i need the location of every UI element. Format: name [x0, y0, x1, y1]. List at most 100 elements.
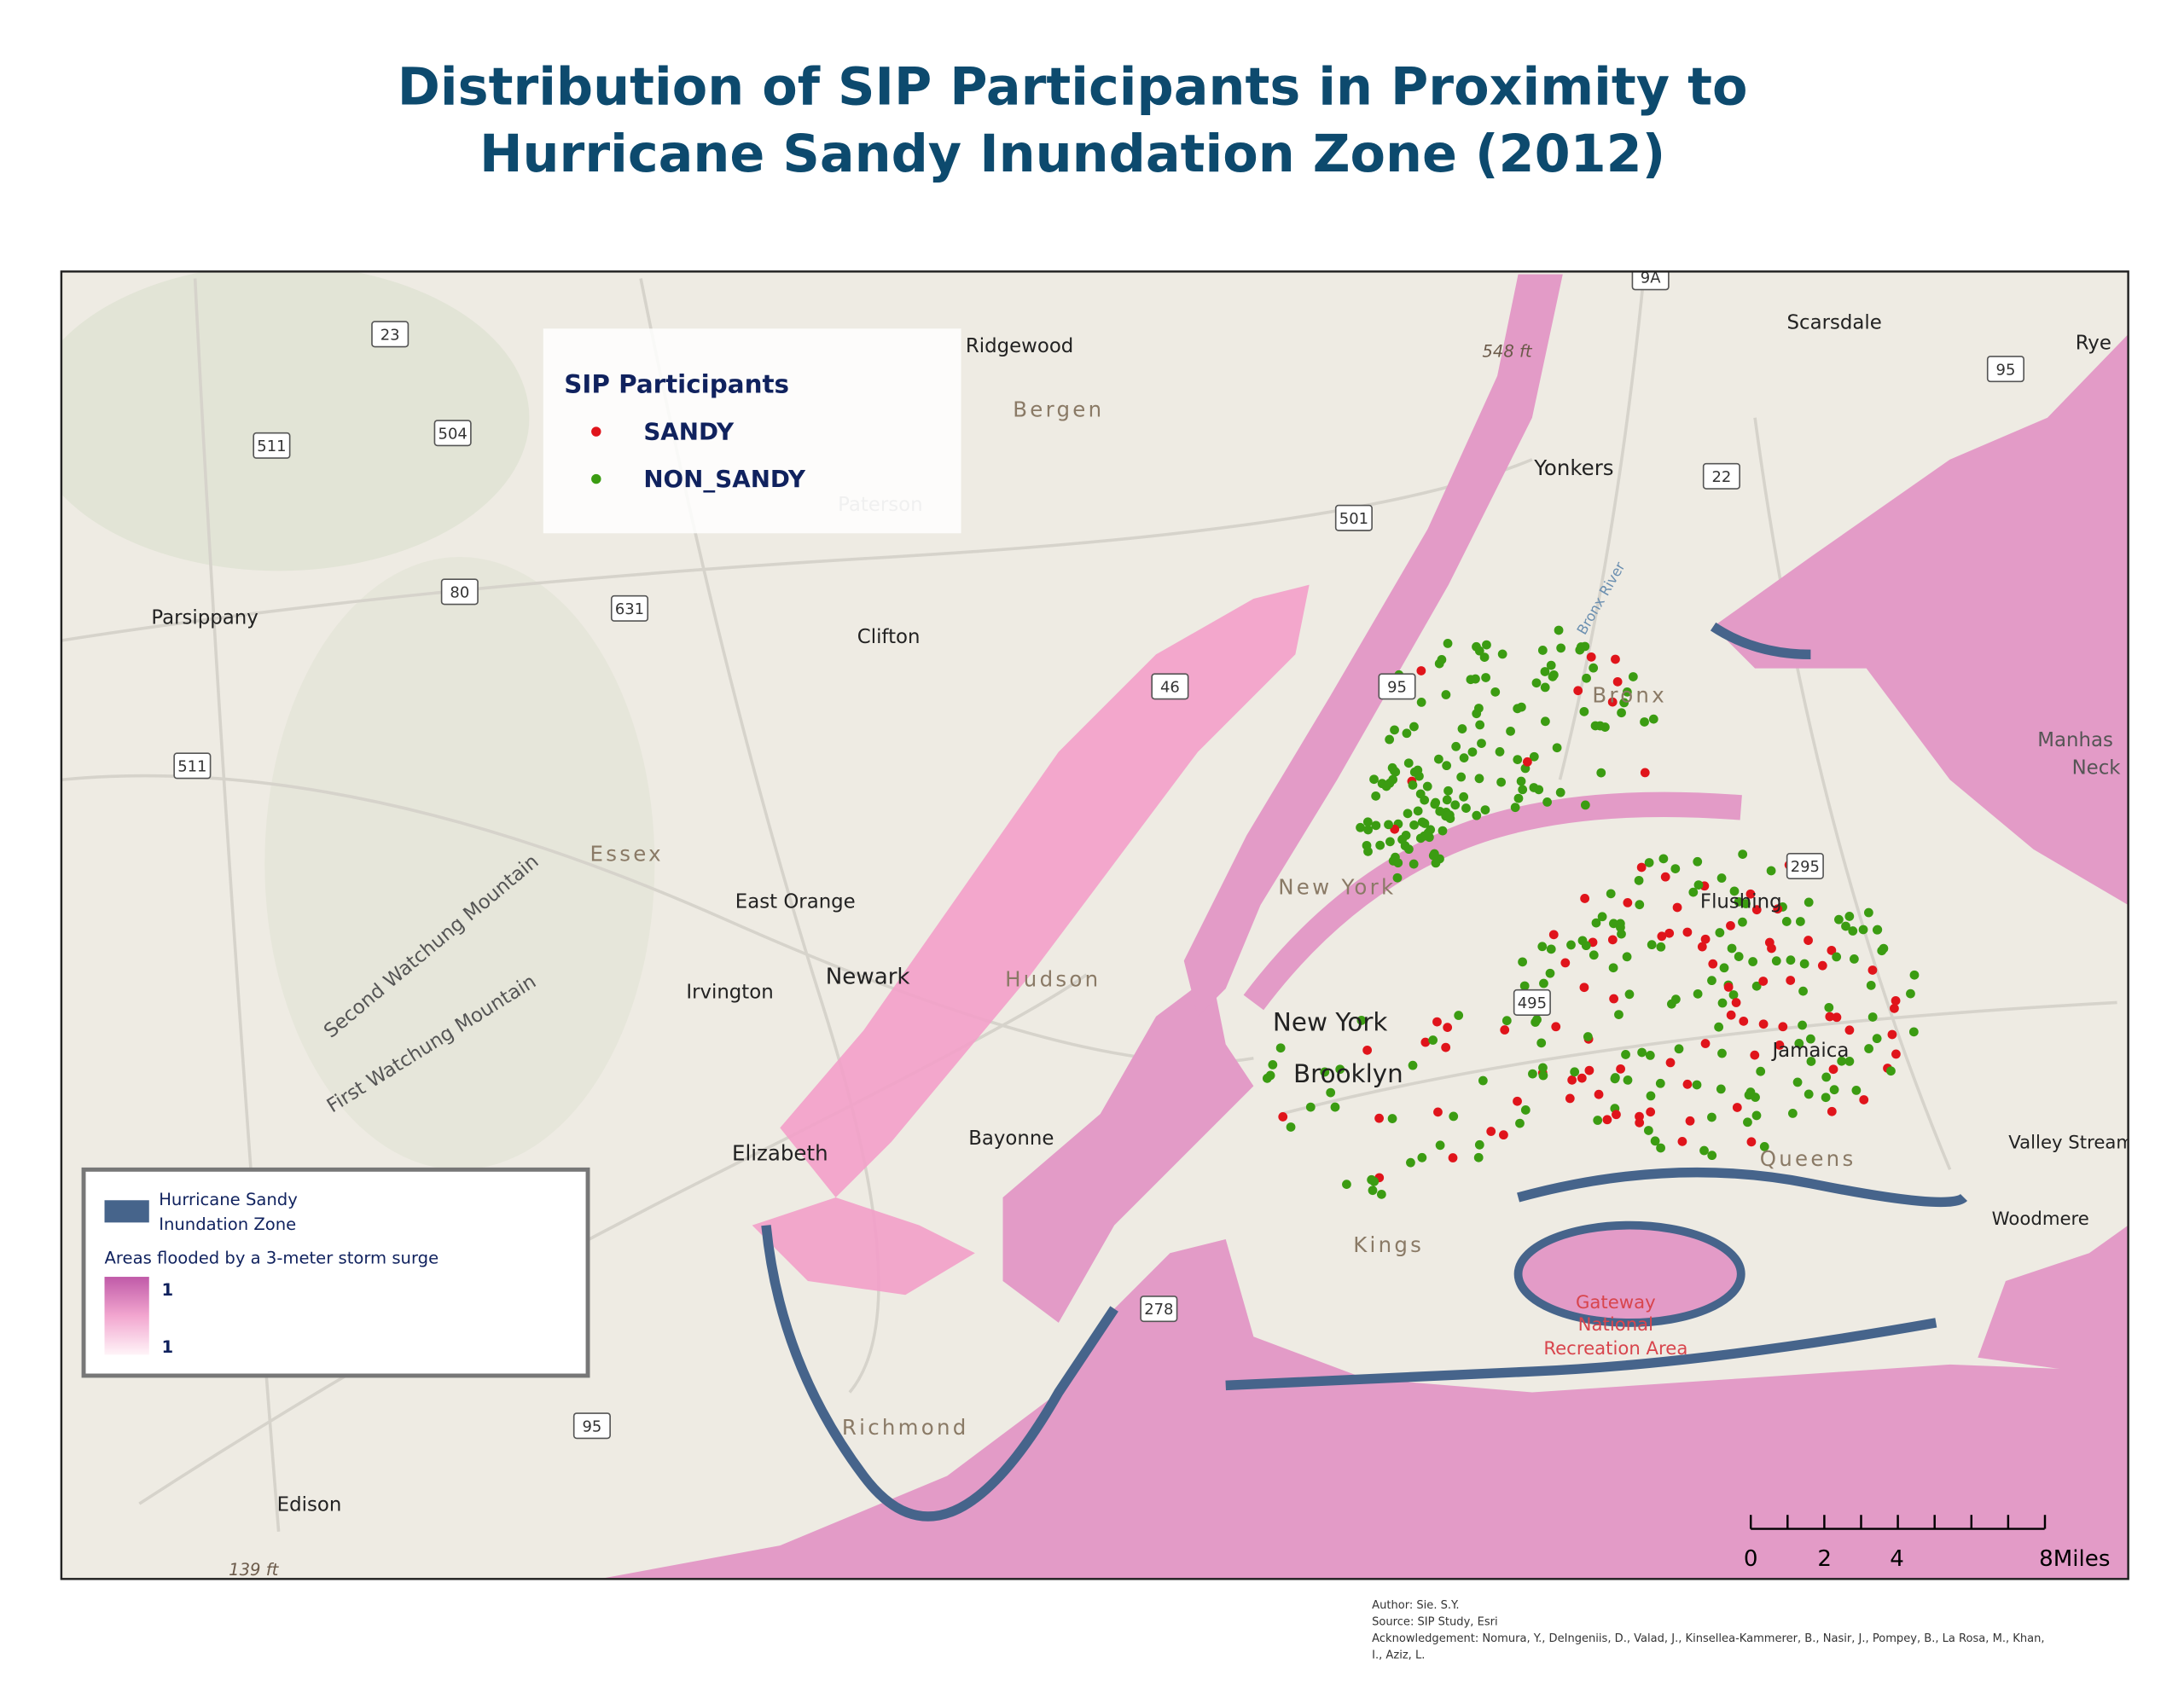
participant-dot [1832, 952, 1842, 962]
participant-dot [1362, 817, 1373, 827]
participant-dot [1342, 1180, 1351, 1190]
participant-dot [1685, 1116, 1695, 1126]
map-body: RidgewoodBergenPatersonYonkersScarsdaleR… [61, 270, 2129, 1579]
participant-dot [1600, 722, 1610, 732]
participant-dot [1837, 1056, 1847, 1066]
route-label: 23 [380, 326, 400, 344]
participant-dot [1859, 1095, 1869, 1104]
participant-dot [1804, 897, 1814, 907]
participant-dot [1362, 1045, 1373, 1055]
participant-dot [1431, 797, 1441, 808]
participant-dot [1363, 825, 1374, 835]
east-river [1243, 791, 1742, 1011]
participant-dot [1589, 950, 1599, 960]
participant-dot [1734, 896, 1744, 907]
participant-dot [1841, 921, 1850, 931]
participant-dot [1602, 1115, 1612, 1125]
elevation-label: 548 ft [1482, 342, 1532, 362]
participant-dot [1552, 743, 1562, 753]
participant-dot [1635, 1111, 1644, 1122]
ramp-label: 1 [161, 1337, 173, 1357]
participant-dot [1443, 786, 1453, 796]
participant-dot [1798, 986, 1808, 996]
participant-dot [1589, 663, 1599, 673]
route-label: 495 [1518, 994, 1547, 1012]
place-label: Neck [2072, 757, 2122, 780]
place-label: Bronx [1592, 682, 1667, 707]
inundation [1710, 622, 1811, 660]
place-label: New York [1273, 1007, 1388, 1036]
participant-dot [1531, 678, 1542, 688]
route-label: 9A [1641, 270, 1661, 287]
participant-dot [1636, 862, 1647, 872]
participant-dot [1795, 917, 1805, 926]
participant-dot [1834, 914, 1844, 925]
participant-dot [1647, 940, 1657, 950]
participant-dot [1758, 1019, 1769, 1029]
participant-dot [1566, 940, 1576, 950]
road [1281, 1000, 2117, 1116]
participant-dot [1887, 1029, 1897, 1040]
legend-title: SIP Participants [564, 370, 789, 399]
map-frame [60, 270, 2129, 1580]
scale-bar [1749, 1515, 2047, 1530]
participant-dot [1532, 1015, 1542, 1024]
ramp-label: 1 [161, 1280, 173, 1300]
participant-dot [1457, 724, 1467, 733]
participant-dot [1516, 776, 1526, 786]
participant-dot [1872, 1034, 1882, 1044]
participant-dot [1848, 926, 1858, 936]
title-line: Hurricane Sandy Inundation Zone (2012) [479, 125, 1665, 184]
participant-dot [1609, 919, 1618, 929]
participant-dot [1441, 690, 1451, 699]
participant-dot [1708, 959, 1718, 969]
zone-label: Inundation Zone [159, 1215, 296, 1234]
participant-dot [1570, 1067, 1580, 1077]
route-label: 501 [1339, 510, 1368, 528]
participant-dot [1519, 981, 1530, 991]
participant-dot [1393, 858, 1403, 868]
place-label: Parsippany [151, 606, 258, 629]
route-label: 511 [257, 438, 286, 455]
route-shield [610, 594, 649, 622]
participant-dot [1479, 652, 1490, 662]
legend-item: SANDY [643, 418, 735, 446]
participant-dot [1433, 754, 1443, 764]
south-shore [1978, 1225, 2129, 1379]
participant-dot [1582, 673, 1591, 683]
participant-dot [1697, 942, 1707, 952]
route-label: 95 [1387, 678, 1407, 696]
participant-dot [1657, 931, 1667, 942]
participant-dot [1586, 652, 1596, 662]
participant-dot [1413, 806, 1423, 816]
participant-dot [1767, 943, 1776, 954]
place-label: Hudson [1005, 966, 1101, 991]
participant-dot [1551, 1022, 1561, 1032]
participant-dot [1738, 917, 1747, 927]
participant-dot [1443, 1023, 1453, 1033]
route-shield [1702, 462, 1740, 490]
place-label: National [1578, 1314, 1653, 1336]
participant-dot [1433, 1107, 1443, 1117]
participant-dot [1415, 789, 1426, 799]
credit: I., Aziz, L. [1372, 1649, 1425, 1662]
participant-dot [1518, 785, 1528, 795]
participant-dot [1787, 1108, 1798, 1118]
participant-dot [1616, 923, 1625, 932]
route-label: 511 [177, 758, 206, 776]
participant-dot [1879, 943, 1889, 954]
participant-dot [1817, 960, 1827, 971]
place-label: Brooklyn [1293, 1059, 1403, 1088]
place-label: Yonkers [1533, 455, 1613, 480]
participant-dot [1682, 1079, 1693, 1089]
participant-dot [1403, 809, 1413, 819]
participant-dot [1619, 698, 1629, 708]
place-label: Woodmere [1992, 1209, 2089, 1230]
participant-dot [1745, 1087, 1756, 1097]
participant-dot [1376, 1189, 1386, 1199]
place-label: Flushing [1700, 890, 1782, 913]
participant-dot [1590, 721, 1600, 731]
participant-dot [1648, 714, 1658, 724]
place-label: Queens [1760, 1146, 1856, 1171]
